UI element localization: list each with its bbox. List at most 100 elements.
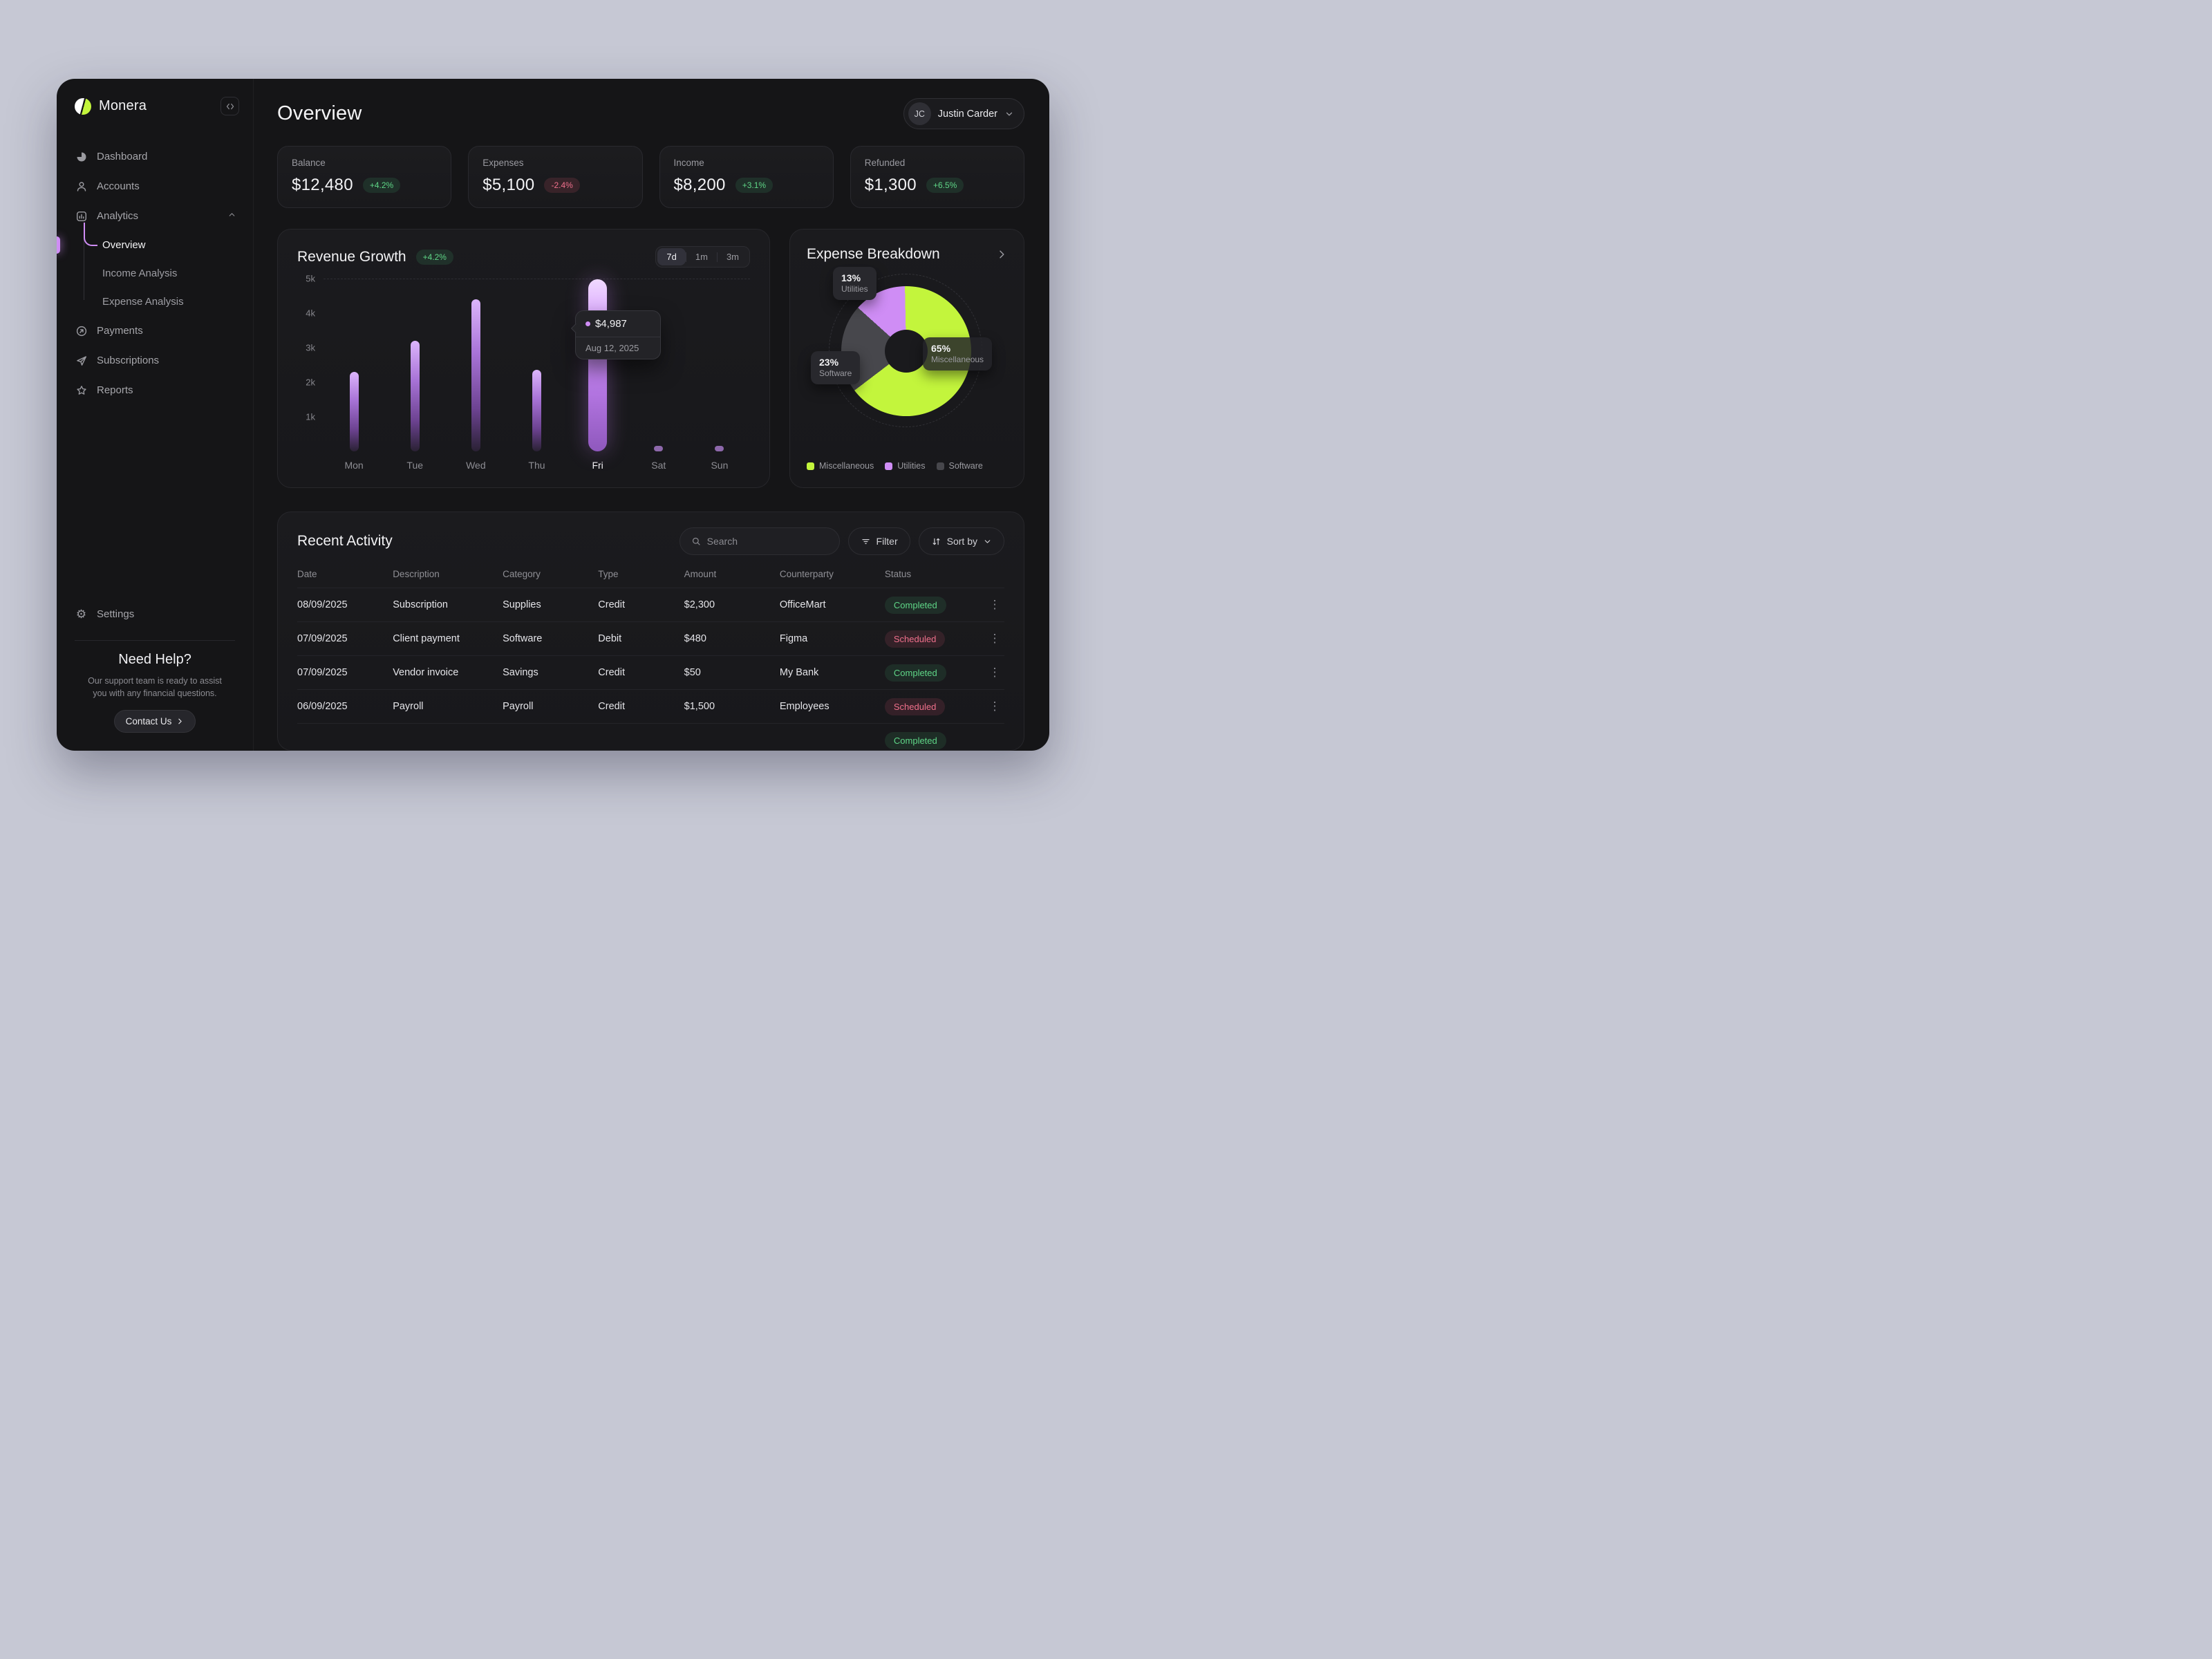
y-axis: 5k 4k 3k 2k 1k [306, 273, 315, 422]
chevron-right-icon[interactable] [996, 249, 1007, 260]
status-badge: Scheduled [884, 630, 946, 648]
sidebar-item-income-analysis[interactable]: Income Analysis [102, 259, 243, 288]
range-option-3m[interactable]: 3m [726, 252, 739, 262]
table-row[interactable]: 07/09/2025 Vendor invoice Savings Credit… [297, 656, 1004, 690]
sidebar-nav: Dashboard Accounts Analytics [57, 121, 253, 405]
sidebar-item-label: Reports [97, 384, 133, 396]
avatar: JC [908, 102, 931, 125]
sidebar-item-settings[interactable]: ⚙ Settings [75, 599, 243, 629]
chart-tooltip: $4,987 Aug 12, 2025 [575, 310, 662, 359]
sort-by-button[interactable]: Sort by [918, 527, 1004, 555]
bar-thu [506, 370, 567, 451]
analytics-subtree: Overview Income Analysis Expense Analysi… [57, 223, 243, 316]
sidebar-item-payments[interactable]: Payments [75, 316, 243, 346]
revenue-growth-title: Revenue Growth [297, 248, 406, 265]
table-row[interactable]: 07/09/2025 Client payment Software Debit… [297, 622, 1004, 656]
sidebar: Monera Dashboard Accounts [57, 79, 254, 751]
sidebar-item-dashboard[interactable]: Dashboard [75, 142, 243, 171]
help-body: Our support team is ready to assist you … [88, 675, 222, 699]
recent-activity-title: Recent Activity [297, 533, 393, 549]
stat-label: Expenses [482, 158, 524, 168]
analytics-icon [75, 210, 88, 223]
page-title: Overview [277, 102, 362, 124]
row-menu-icon[interactable]: ⋮ [988, 666, 1001, 679]
expense-breakdown-card: Expense Breakdown 13% Utilities [789, 229, 1024, 488]
sidebar-item-analytics[interactable]: Analytics [75, 201, 243, 231]
legend-swatch [807, 462, 814, 470]
recent-activity-card: Recent Activity Filter Sort by [277, 512, 1024, 751]
legend-swatch [936, 462, 944, 470]
range-option-1m[interactable]: 1m [695, 252, 708, 262]
legend-utilities: Utilities [885, 461, 926, 471]
chevron-right-icon [178, 718, 182, 724]
sidebar-collapse-button[interactable] [221, 97, 239, 115]
sidebar-item-label: Subscriptions [97, 355, 160, 366]
table-row[interactable]: 08/09/2025 Subscription Supplies Credit … [297, 588, 1004, 622]
sidebar-item-reports[interactable]: Reports [75, 375, 243, 405]
status-badge: Completed [884, 664, 946, 682]
sidebar-item-accounts[interactable]: Accounts [75, 171, 243, 201]
bar-mon [324, 372, 384, 451]
payments-icon [75, 325, 88, 337]
help-title: Need Help? [118, 651, 191, 667]
sidebar-item-expense-analysis[interactable]: Expense Analysis [102, 288, 243, 316]
sidebar-item-label: Settings [97, 608, 135, 620]
range-option-7d[interactable]: 7d [657, 248, 686, 265]
table-row-partial[interactable]: Completed [297, 724, 1004, 750]
table-header: Date Description Category Type Amount Co… [297, 561, 1004, 588]
stat-cards: Balance $12,480 +4.2% Expenses $5,100 -2… [277, 146, 1024, 208]
legend-software: Software [936, 461, 983, 471]
search-box[interactable] [679, 527, 840, 555]
filter-button[interactable]: Filter [847, 527, 910, 555]
brand-logo-icon [75, 97, 91, 115]
sidebar-item-label: Dashboard [97, 151, 148, 162]
sidebar-divider [75, 639, 235, 641]
sidebar-item-label: Analytics [97, 210, 139, 222]
sidebar-item-label: Income Analysis [102, 268, 178, 279]
stat-label: Income [673, 158, 704, 168]
revenue-bar-chart: 5k 4k 3k 2k 1k [297, 273, 750, 471]
row-menu-icon[interactable]: ⋮ [988, 632, 1001, 645]
search-input[interactable] [706, 536, 828, 547]
sort-icon [932, 538, 940, 545]
bar-sun [689, 446, 750, 451]
contact-us-label: Contact Us [125, 716, 172, 727]
chevron-down-icon [984, 539, 991, 543]
sidebar-item-label: Accounts [97, 180, 140, 192]
row-menu-icon[interactable]: ⋮ [988, 700, 1001, 713]
tooltip-date: Aug 12, 2025 [576, 337, 661, 359]
sidebar-item-label: Expense Analysis [102, 296, 184, 308]
send-icon [75, 355, 88, 367]
sidebar-item-label: Payments [97, 325, 143, 337]
tooltip-amount: $4,987 [595, 318, 627, 330]
stat-delta-badge: -2.4% [544, 178, 580, 193]
gear-icon: ⚙ [75, 607, 87, 621]
status-badge: Completed [884, 732, 946, 749]
legend-swatch [885, 462, 893, 470]
bar-wed [445, 299, 506, 451]
stat-card-refunded: Refunded $1,300 +6.5% [850, 146, 1024, 208]
revenue-delta-badge: +4.2% [415, 249, 453, 265]
stat-delta-badge: +6.5% [926, 178, 964, 193]
bar-fri[interactable] [568, 279, 628, 451]
stat-card-expenses: Expenses $5,100 -2.4% [468, 146, 643, 208]
stat-card-balance: Balance $12,480 +4.2% [277, 146, 452, 208]
donut-legend: Miscellaneous Utilities Software [807, 454, 1007, 471]
sidebar-item-overview[interactable]: Overview [57, 223, 243, 259]
chip-miscellaneous: 65% Miscellaneous [923, 337, 993, 371]
filter-icon [861, 538, 870, 544]
chip-utilities: 13% Utilities [833, 267, 877, 300]
stat-value: $12,480 [292, 176, 353, 194]
contact-us-button[interactable]: Contact Us [113, 710, 196, 733]
main-content: Overview JC Justin Carder Balance $12,48… [254, 79, 1049, 751]
bar-tue [384, 341, 445, 451]
table-row[interactable]: 06/09/2025 Payroll Payroll Credit $1,500… [297, 690, 1004, 724]
stat-value: $1,300 [864, 176, 917, 194]
row-menu-icon[interactable]: ⋮ [988, 598, 1001, 611]
stat-value: $5,100 [482, 176, 535, 194]
tooltip-dot-icon [585, 321, 591, 326]
page-header: Overview JC Justin Carder [277, 98, 1024, 129]
sidebar-item-subscriptions[interactable]: Subscriptions [75, 346, 243, 375]
legend-miscellaneous: Miscellaneous [807, 461, 874, 471]
user-menu[interactable]: JC Justin Carder [903, 98, 1024, 129]
